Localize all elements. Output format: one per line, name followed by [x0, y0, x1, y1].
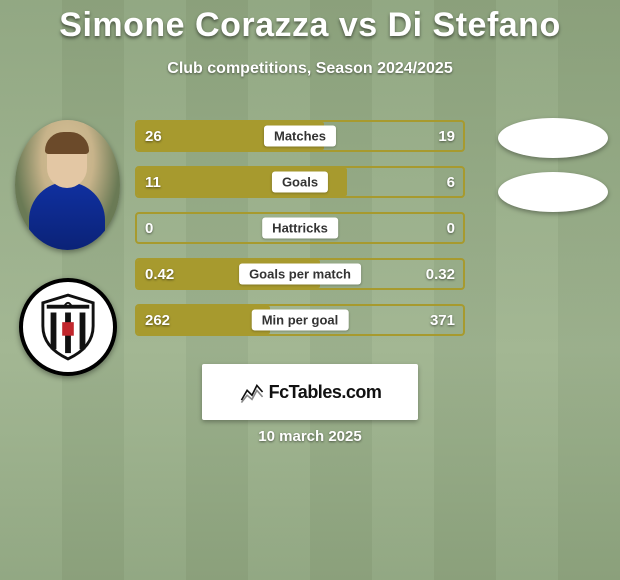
- stat-row: 262 371 Min per goal: [135, 304, 465, 336]
- stat-value-right: 0.32: [426, 258, 455, 290]
- player1-club-crest: [19, 278, 117, 376]
- stat-row: 0.42 0.32 Goals per match: [135, 258, 465, 290]
- stat-value-left: 0.42: [145, 258, 174, 290]
- page-subtitle: Club competitions, Season 2024/2025: [0, 60, 620, 78]
- date-label: 10 march 2025: [0, 428, 620, 445]
- brand-chart-icon: [239, 379, 265, 405]
- player2-avatar-placeholder: [498, 118, 608, 158]
- stat-row: 0 0 Hattricks: [135, 212, 465, 244]
- stat-row: 26 19 Matches: [135, 120, 465, 152]
- stat-label: Matches: [264, 126, 336, 147]
- stat-label: Goals: [272, 172, 328, 193]
- brand-text: FcTables.com: [269, 382, 382, 403]
- source-brand: FcTables.com: [202, 364, 418, 420]
- stat-label: Goals per match: [239, 264, 361, 285]
- player2-column: [495, 118, 610, 212]
- stat-value-left: 26: [145, 120, 162, 152]
- stat-label: Min per goal: [252, 310, 349, 331]
- stat-value-right: 6: [447, 166, 455, 198]
- stat-value-right: 19: [438, 120, 455, 152]
- player1-column: [10, 120, 125, 376]
- stats-panel: 26 19 Matches 11 6 Goals 0 0 Hattricks 0.42 0.32 Go…: [135, 120, 465, 336]
- infographic-container: Simone Corazza vs Di Stefano Club compet…: [0, 0, 620, 580]
- stat-value-right: 0: [447, 212, 455, 244]
- page-title: Simone Corazza vs Di Stefano: [0, 6, 620, 45]
- stat-value-right: 371: [430, 304, 455, 336]
- stat-value-left: 262: [145, 304, 170, 336]
- stat-row: 11 6 Goals: [135, 166, 465, 198]
- stat-label: Hattricks: [262, 218, 338, 239]
- stat-value-left: 0: [145, 212, 153, 244]
- stat-value-left: 11: [145, 166, 161, 198]
- player2-crest-placeholder: [498, 172, 608, 212]
- player1-avatar: [15, 120, 120, 250]
- club-crest-icon: [39, 293, 97, 361]
